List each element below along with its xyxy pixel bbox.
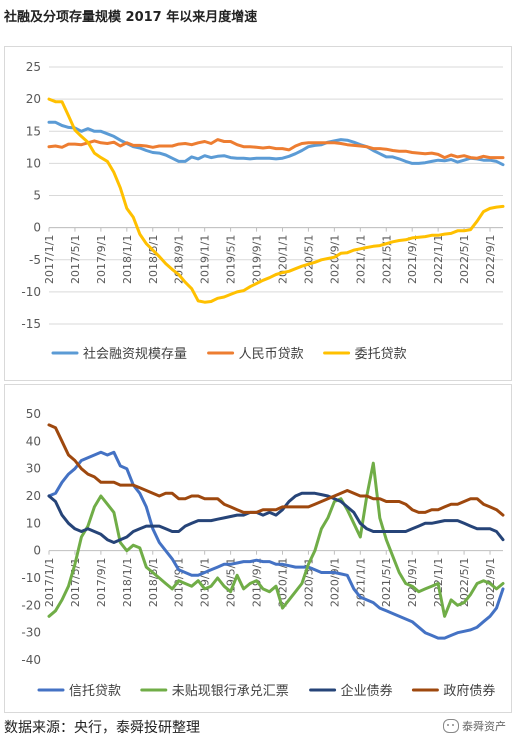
x-tick-label: 2022/1/1 [432, 235, 445, 284]
source-note: 数据来源：央行，泰舜投研整理 [4, 720, 200, 736]
y-tick-label: 0 [33, 544, 41, 558]
brand-label: 泰舜资产 [462, 720, 506, 733]
series-line-3 [47, 423, 505, 517]
y-tick-label: -10 [21, 571, 41, 585]
y-tick-label: 10 [26, 156, 41, 170]
x-tick-label: 2021/9/1 [406, 558, 419, 607]
y-tick-label: -40 [21, 653, 41, 667]
y-tick-label: 0 [33, 221, 41, 235]
x-tick-label: 2020/9/1 [328, 558, 341, 607]
x-tick-label: 2017/9/1 [95, 235, 108, 284]
y-tick-label: -10 [21, 285, 41, 299]
x-tick-label: 2020/1/1 [276, 235, 289, 284]
series-line-0 [47, 450, 505, 640]
x-tick-label: 2022/9/1 [484, 235, 497, 284]
legend-label: 社会融资规模存量 [83, 346, 187, 362]
y-tick-label: -15 [21, 317, 41, 331]
wechat-icon [443, 719, 459, 733]
x-tick-label: 2017/9/1 [95, 558, 108, 607]
x-tick-label: 2019/9/1 [251, 235, 264, 284]
legend-label: 政府债券 [443, 683, 495, 699]
y-tick-label: -30 [21, 626, 41, 640]
x-tick-label: 2021/5/1 [380, 558, 393, 607]
x-tick-label: 2021/9/1 [406, 235, 419, 284]
x-tick-label: 2021/1/1 [354, 235, 367, 284]
y-tick-label: 15 [26, 124, 41, 138]
x-tick-label: 2021/5/1 [380, 235, 393, 284]
x-tick-label: 2018/1/1 [121, 558, 134, 607]
x-tick-label: 2017/1/1 [43, 235, 56, 284]
x-tick-label: 2017/1/1 [43, 558, 56, 607]
chart-panel-bottom: -40 -30 -20 -10 0 10 20 30 40 50 2017/1/1 2017/5/1 2… [4, 384, 512, 713]
brand-watermark: 泰舜资产 [443, 718, 506, 734]
chart-top: -15 -10 -5 0 5 10 15 20 25 2017/1/1 2017/5/1 2017/9… [21, 60, 505, 362]
x-tick-label: 2020/9/1 [328, 235, 341, 284]
y-tick-label: 25 [26, 60, 41, 74]
x-tick-label: 2019/5/1 [225, 235, 238, 284]
y-tick-label: 40 [26, 434, 41, 448]
legend-label: 企业债券 [341, 683, 393, 699]
series-line-1 [47, 461, 505, 618]
series-line-2 [47, 97, 505, 304]
x-tick-label: 2020/5/1 [302, 235, 315, 284]
y-tick-label: 5 [33, 189, 41, 203]
x-tick-label: 2019/5/1 [225, 558, 238, 607]
y-tick-label: 20 [26, 92, 41, 106]
series-line-1 [47, 138, 505, 160]
legend-label: 人民币贷款 [239, 347, 304, 362]
x-tick-label: 2022/5/1 [458, 558, 471, 607]
x-tick-label: 2017/5/1 [69, 235, 82, 284]
x-tick-label: 2018/5/1 [147, 558, 160, 607]
x-tick-label: 2022/5/1 [458, 235, 471, 284]
x-tick-label: 2018/5/1 [147, 235, 160, 284]
page-title: 社融及分项存量规模 2017 年以来月度增速 [4, 10, 258, 25]
y-tick-label: -5 [29, 253, 41, 267]
legend-label: 信托贷款 [69, 684, 121, 699]
series-line-2 [47, 491, 505, 544]
x-tick-label: 2019/1/1 [199, 235, 212, 284]
chart-panel-top: -15 -10 -5 0 5 10 15 20 25 2017/1/1 2017/5/1 2017/9… [4, 46, 512, 381]
legend-label: 委托贷款 [355, 347, 407, 362]
y-tick-label: -20 [21, 598, 41, 612]
legend-label: 未贴现银行承兑汇票 [172, 684, 289, 699]
y-tick-label: 50 [26, 407, 41, 421]
y-tick-label: 20 [26, 489, 41, 503]
y-tick-label: 10 [26, 516, 41, 530]
x-tick-label: 2018/1/1 [121, 235, 134, 284]
y-tick-label: 30 [26, 462, 41, 476]
